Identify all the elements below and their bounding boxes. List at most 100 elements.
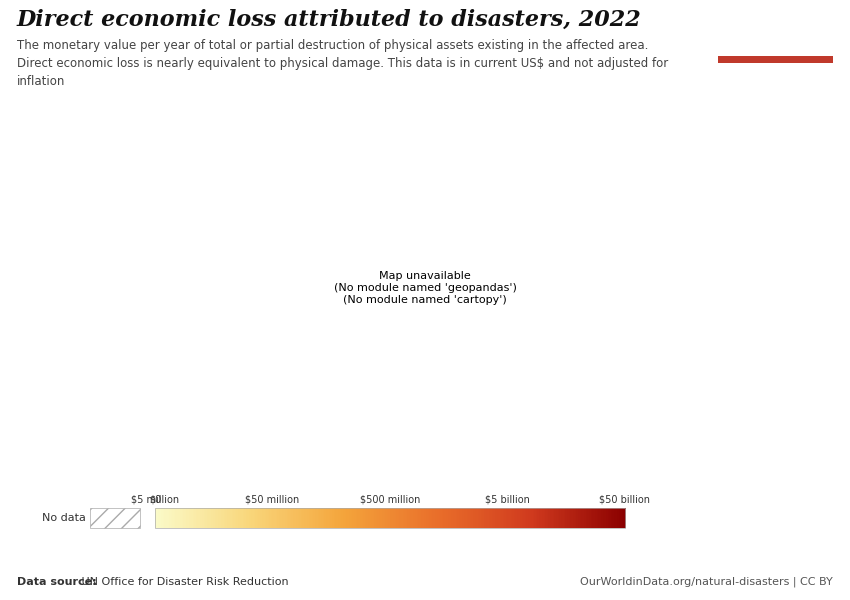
Bar — [398, 508, 399, 528]
Bar — [177, 508, 179, 528]
Bar — [534, 508, 536, 528]
Bar — [355, 508, 358, 528]
Text: $50 billion: $50 billion — [599, 495, 650, 505]
Bar — [208, 508, 210, 528]
Bar — [201, 508, 202, 528]
Bar — [155, 508, 157, 528]
Bar — [558, 508, 559, 528]
Bar — [573, 508, 575, 528]
Bar — [331, 508, 332, 528]
Text: $50 million: $50 million — [246, 495, 299, 505]
Bar — [416, 508, 419, 528]
Bar — [598, 508, 600, 528]
Bar — [275, 508, 278, 528]
Bar — [412, 508, 414, 528]
Bar — [496, 508, 499, 528]
Bar — [171, 508, 173, 528]
Bar — [454, 508, 456, 528]
Bar — [446, 508, 449, 528]
Bar — [581, 508, 583, 528]
Bar — [592, 508, 594, 528]
Bar — [603, 508, 605, 528]
Bar — [321, 508, 323, 528]
Bar — [570, 508, 572, 528]
Bar — [493, 508, 496, 528]
Bar — [337, 508, 339, 528]
Bar — [368, 508, 370, 528]
Bar — [457, 508, 460, 528]
Bar — [503, 508, 505, 528]
Bar — [473, 508, 475, 528]
Bar — [379, 508, 381, 528]
Bar — [718, 56, 833, 63]
Bar — [290, 508, 292, 528]
Bar — [481, 508, 483, 528]
Bar — [191, 508, 193, 528]
Bar — [373, 508, 375, 528]
Bar — [343, 508, 345, 528]
Bar — [565, 508, 568, 528]
Bar — [426, 508, 428, 528]
Bar — [235, 508, 237, 528]
Bar — [193, 508, 195, 528]
Bar — [536, 508, 538, 528]
Bar — [554, 508, 557, 528]
Bar — [545, 508, 547, 528]
Bar — [405, 508, 408, 528]
Bar — [327, 508, 330, 528]
Bar — [520, 508, 522, 528]
Bar — [394, 508, 397, 528]
Bar — [459, 508, 461, 528]
Bar — [450, 508, 451, 528]
Bar — [283, 508, 286, 528]
Bar — [299, 508, 301, 528]
Bar — [617, 508, 620, 528]
Bar — [344, 508, 347, 528]
Bar — [274, 508, 276, 528]
Bar — [156, 508, 159, 528]
Bar — [429, 508, 431, 528]
Bar — [589, 508, 591, 528]
Bar — [264, 508, 267, 528]
Text: Direct economic loss attributed to disasters, 2022: Direct economic loss attributed to disas… — [17, 9, 642, 31]
Bar — [180, 508, 182, 528]
Bar — [257, 508, 259, 528]
Bar — [513, 508, 516, 528]
Bar — [576, 508, 579, 528]
Bar — [264, 508, 265, 528]
Bar — [160, 508, 162, 528]
Bar — [563, 508, 564, 528]
Bar — [205, 508, 207, 528]
Bar — [614, 508, 616, 528]
Bar — [223, 508, 224, 528]
Bar — [418, 508, 420, 528]
Bar — [234, 508, 235, 528]
Bar — [194, 508, 196, 528]
Bar — [608, 508, 609, 528]
Bar — [303, 508, 306, 528]
Bar — [547, 508, 549, 528]
Bar — [474, 508, 477, 528]
Bar — [178, 508, 180, 528]
Bar — [271, 508, 273, 528]
Bar — [442, 508, 444, 528]
Bar — [229, 508, 230, 528]
Bar — [381, 508, 382, 528]
Bar — [249, 508, 251, 528]
Bar — [502, 508, 503, 528]
Bar — [487, 508, 490, 528]
Bar — [572, 508, 574, 528]
Bar — [312, 508, 314, 528]
Bar — [593, 508, 596, 528]
Bar — [522, 508, 524, 528]
Bar — [247, 508, 250, 528]
Text: Map unavailable
(No module named 'geopandas')
(No module named 'cartopy'): Map unavailable (No module named 'geopan… — [333, 271, 517, 305]
Bar — [210, 508, 212, 528]
Bar — [443, 508, 445, 528]
Bar — [524, 508, 527, 528]
Bar — [385, 508, 388, 528]
Bar — [467, 508, 469, 528]
Bar — [255, 508, 258, 528]
Bar — [433, 508, 434, 528]
Text: Our World
in Data: Our World in Data — [746, 17, 805, 41]
